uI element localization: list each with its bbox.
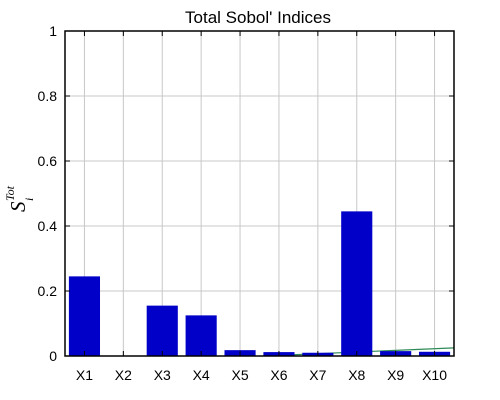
- x-tick-label: X8: [348, 367, 365, 383]
- x-tick-label: X9: [387, 367, 404, 383]
- bar-x3: [146, 305, 178, 356]
- x-tick-label: X2: [115, 367, 132, 383]
- chart-title: Total Sobol' Indices: [185, 8, 331, 27]
- y-axis-label-superscript: Tot: [3, 185, 17, 201]
- x-tick-label: X7: [309, 367, 326, 383]
- x-tick-label: X5: [231, 367, 248, 383]
- y-tick-label: 0.6: [38, 153, 58, 169]
- y-tick-label: 0.8: [38, 88, 58, 104]
- bar-layer: [68, 211, 451, 356]
- bar-x1: [68, 276, 101, 356]
- x-tick-label: X10: [422, 367, 447, 383]
- y-tick-label: 1: [49, 23, 57, 39]
- y-tick-label: 0.4: [38, 218, 58, 234]
- x-tick-label: X6: [270, 367, 287, 383]
- x-tick-label: X1: [76, 367, 93, 383]
- x-tick-label: X4: [193, 367, 210, 383]
- bar-x4: [185, 315, 217, 356]
- x-tick-label: X3: [154, 367, 171, 383]
- y-axis-label: S i Tot: [3, 185, 36, 212]
- x-tick-labels: X1 X2 X3 X4 X5 X6 X7 X8 X9 X10: [76, 367, 447, 383]
- y-tick-label: 0.2: [38, 283, 58, 299]
- grid-layer: [65, 31, 454, 356]
- bar-x8: [341, 211, 373, 356]
- y-axis-label-subscript: i: [22, 198, 36, 201]
- y-tick-label: 0: [49, 348, 57, 364]
- y-tick-labels: 0 0.2 0.4 0.6 0.8 1: [38, 23, 58, 364]
- y-axis-label-base: S: [6, 201, 30, 212]
- axes-frame: [64, 30, 455, 357]
- tick-layer: [65, 30, 454, 357]
